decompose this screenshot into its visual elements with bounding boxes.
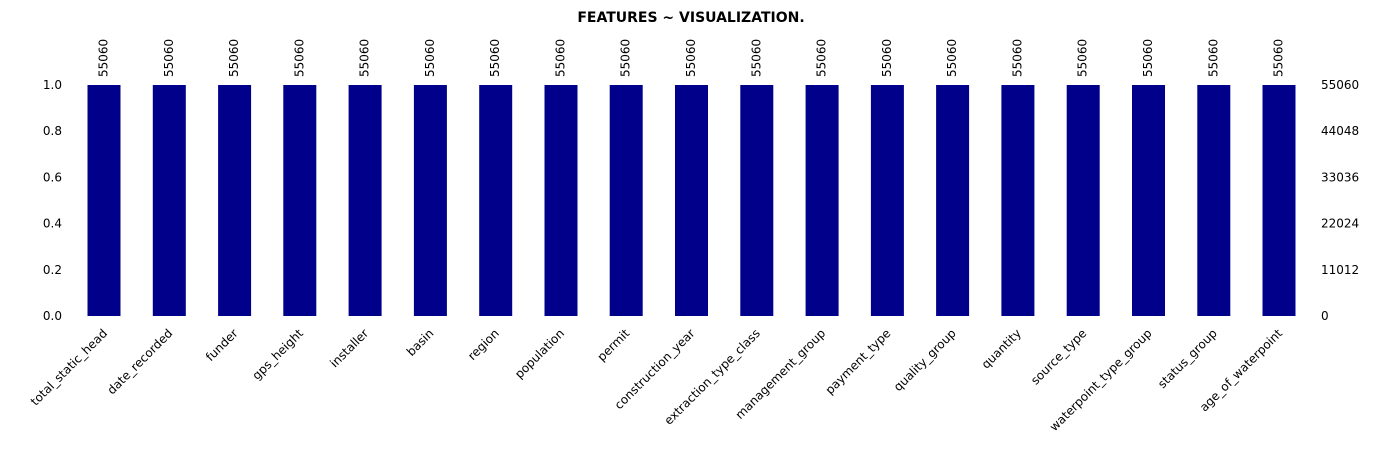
category-label: total_static_head [28,326,110,408]
count-label: 55060 [1076,39,1090,77]
count-label: 55060 [162,39,176,77]
bars-group [87,85,1296,316]
count-label: 55060 [815,39,829,77]
right-tick-label: 11012 [1321,263,1359,277]
count-label: 55060 [97,39,111,77]
count-label: 55060 [423,39,437,77]
bar-construction-year [675,85,708,316]
right-tick-label: 22024 [1321,217,1359,231]
category-label: installer [327,326,371,370]
count-label: 55060 [1206,39,1220,77]
count-label: 55060 [488,39,502,77]
category-label: quality_group [891,326,959,394]
left-tick-label: 0.8 [43,124,62,138]
count-label: 55060 [945,39,959,77]
category-label: funder [203,326,241,364]
left-tick-label: 0.4 [43,217,62,231]
left-tick-label: 0.6 [43,170,62,184]
bar-permit [609,85,643,316]
count-label: 55060 [358,39,372,77]
right-tick-label: 44048 [1321,124,1359,138]
bar-quality-group [936,85,970,316]
category-label: source_type [1028,326,1089,387]
category-label: basin [404,326,437,359]
count-label: 55060 [1010,39,1024,77]
count-label: 55060 [554,39,568,77]
category-label: quantity [979,326,1024,371]
count-label: 55060 [880,39,894,77]
bar-source-type [1066,85,1100,316]
count-label: 55060 [227,39,241,77]
bar-installer [348,85,382,316]
bar-payment-type [870,85,904,316]
bar-gps-height [283,85,317,316]
right-tick-label: 33036 [1321,170,1359,184]
left-axis: 0.0 0.2 0.4 0.6 0.8 1.0 [43,78,62,323]
bar-quantity [1001,85,1035,316]
right-tick-label: 55060 [1321,78,1359,92]
bar-status-group [1197,85,1231,316]
category-label: population [512,326,567,381]
bar-region [479,85,513,316]
bar-waterpoint-type-group [1132,85,1165,316]
count-label: 55060 [749,39,763,77]
category-label: status_group [1155,326,1220,391]
count-label: 55060 [619,39,633,77]
category-label: region [465,326,502,363]
bar-funder [218,85,252,316]
chart-title: FEATURES ~ VISUALIZATION. [577,10,804,26]
left-tick-label: 1.0 [43,78,62,92]
category-label: payment_type [823,326,894,397]
count-label: 55060 [292,39,306,77]
category-label: date_recorded [104,326,175,397]
bar-date-recorded [152,85,186,316]
bar-extraction-type-class [740,85,774,316]
count-labels: 55060 55060 55060 55060 55060 55060 55060 55060… [97,39,1286,77]
bar-population [544,85,578,316]
bar-management-group [805,85,839,316]
right-axis: 0 11012 22024 33036 44048 55060 [1321,78,1359,323]
count-label: 55060 [684,39,698,77]
left-tick-label: 0.0 [43,309,62,323]
category-label: gps_height [250,326,307,383]
right-tick-label: 0 [1321,309,1329,323]
bar-age-of-waterpoint [1262,85,1296,316]
count-label: 55060 [1141,39,1155,77]
bar-basin [413,85,447,316]
left-tick-label: 0.2 [43,263,62,277]
category-label: permit [595,326,633,364]
count-label: 55060 [1272,39,1286,77]
bar-total-static-head [87,85,121,316]
